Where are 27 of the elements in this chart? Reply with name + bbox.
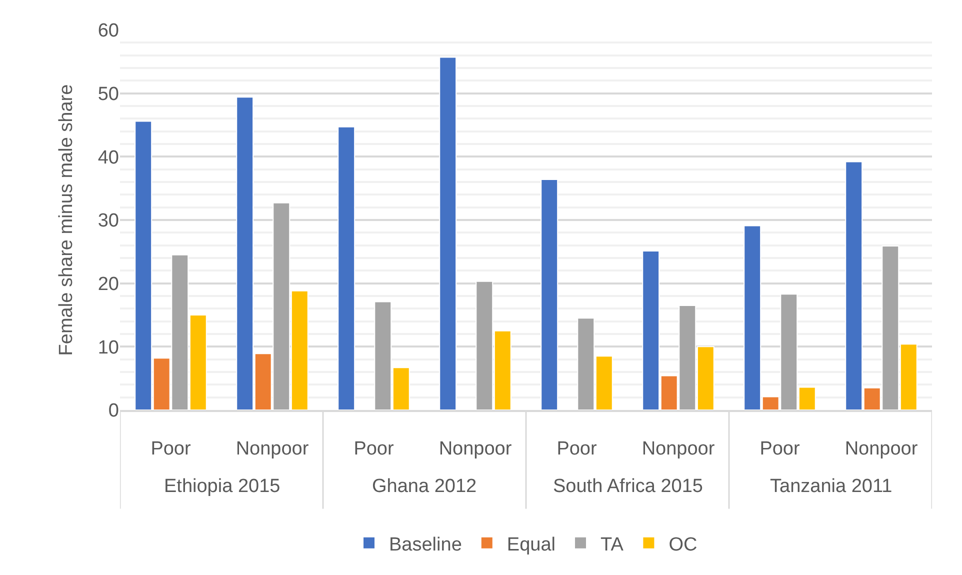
x-tick-label: Nonpoor <box>438 438 512 460</box>
y-axis-title: Female share minus male share <box>56 84 77 356</box>
y-tick-label: 50 <box>98 84 119 105</box>
legend-label: OC <box>668 534 698 556</box>
y-tick-label: 40 <box>98 147 119 168</box>
bar <box>338 126 356 410</box>
text: South Africa 2015 <box>553 476 703 497</box>
x-tick-label: Poor <box>354 438 394 460</box>
legend-label: TA <box>600 534 624 556</box>
bar <box>439 56 457 410</box>
x-tick-label: Nonpoor <box>642 438 716 460</box>
y-tick-label: 60 <box>98 20 119 42</box>
x-tick-label: Poor <box>556 438 598 460</box>
legend-label: Baseline <box>389 534 462 556</box>
y-tick-label: 30 <box>98 210 119 232</box>
y-tick-label: 10 <box>98 337 119 358</box>
x-tick-label: Nonpoor <box>236 438 310 460</box>
legend-label: Equal <box>506 534 556 556</box>
text: Ethiopia 2015 <box>164 476 280 497</box>
x-tick-label: Poor <box>760 438 800 460</box>
x-tick-label: Nonpoor <box>844 438 918 460</box>
bar <box>540 178 558 410</box>
y-tick-label: 0 <box>108 400 119 422</box>
y-tick-label: 20 <box>98 274 119 295</box>
x-tick-label: Poor <box>150 438 192 460</box>
text: Tanzania 2011 <box>770 476 892 497</box>
text: Ghana 2012 <box>372 476 477 497</box>
